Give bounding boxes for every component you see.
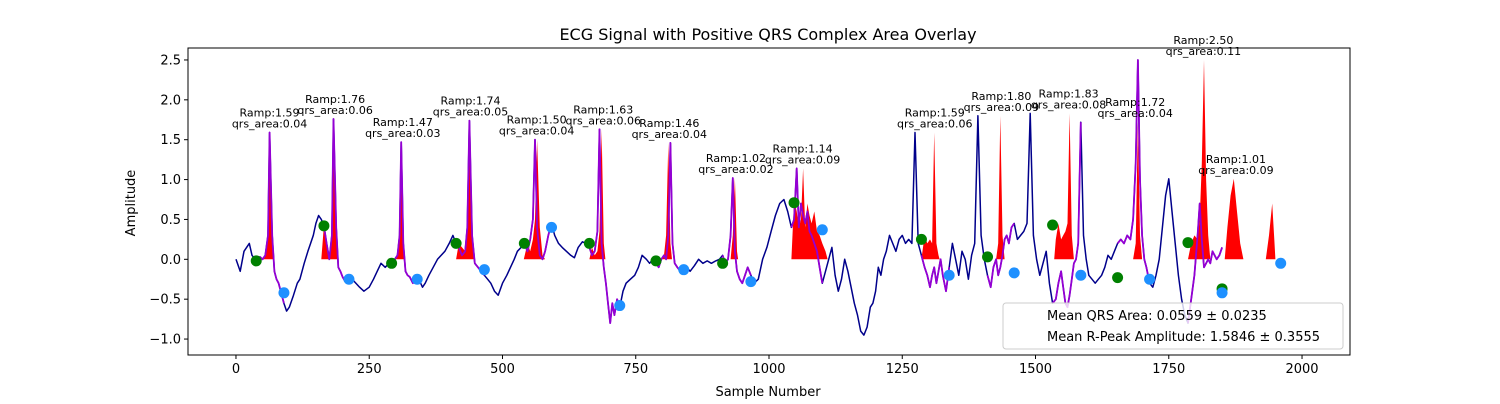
qrs-onset-marker-8 xyxy=(789,197,800,208)
x-tick-label: 750 xyxy=(623,362,648,377)
qrs-onset-marker-13 xyxy=(1182,237,1193,248)
legend: Mean QRS Area: 0.0559 ± 0.0235 Mean R-Pe… xyxy=(1003,303,1343,349)
x-axis-label: Sample Number xyxy=(715,385,821,400)
x-tick-label: 1000 xyxy=(752,362,785,377)
legend-entry-r-peak: Mean R-Peak Amplitude: 1.5846 ± 0.3555 xyxy=(1047,330,1320,345)
qrs-offset-marker-12 xyxy=(1144,274,1155,285)
qrs-area-label: qrs_area:0.06 xyxy=(565,114,640,127)
qrs-offset-marker-11 xyxy=(1075,270,1086,281)
x-tick-label: 1500 xyxy=(1019,362,1052,377)
chart-title: ECG Signal with Positive QRS Complex Are… xyxy=(559,25,976,44)
qrs-offset-marker-4 xyxy=(546,222,557,233)
qrs-onset-marker-3 xyxy=(451,238,462,249)
qrs-onset-marker-6 xyxy=(650,255,661,266)
qrs-onset-marker-12 xyxy=(1112,272,1123,283)
qrs-segment-12 xyxy=(1118,60,1150,283)
y-tick-label: 0.0 xyxy=(160,253,181,268)
qrs-area-label: qrs_area:0.06 xyxy=(297,104,372,117)
qrs-onset-marker-0 xyxy=(251,255,262,266)
qrs-offset-marker-6 xyxy=(678,264,689,275)
y-tick-label: 2.0 xyxy=(160,93,181,108)
qrs-offset-marker-7 xyxy=(745,276,756,287)
qrs-onset-marker-2 xyxy=(386,258,397,269)
qrs-area-label: qrs_area:0.09 xyxy=(1198,164,1273,177)
qrs-area-label: qrs_area:0.09 xyxy=(765,153,840,166)
qrs-area-11 xyxy=(1054,113,1074,259)
qrs-offset-marker-8 xyxy=(817,224,828,235)
qrs-onset-marker-10 xyxy=(982,251,993,262)
qrs-area-15 xyxy=(1266,204,1276,260)
y-tick-label: 2.5 xyxy=(160,53,181,68)
x-tick-label: 1750 xyxy=(1152,362,1185,377)
qrs-area-label: qrs_area:0.05 xyxy=(433,106,508,119)
qrs-onset-marker-9 xyxy=(916,234,927,245)
qrs-onset-marker-11 xyxy=(1047,220,1058,231)
qrs-offset-marker-9 xyxy=(944,270,955,281)
qrs-area-label: qrs_area:0.06 xyxy=(897,118,972,131)
qrs-area-label: qrs_area:0.08 xyxy=(1031,98,1106,111)
qrs-offset-marker-2 xyxy=(412,274,423,285)
qrs-offset-marker-0 xyxy=(278,287,289,298)
qrs-area-label: qrs_area:0.02 xyxy=(698,163,773,176)
qrs-segment-7 xyxy=(723,178,751,283)
qrs-offset-marker-10 xyxy=(1009,267,1020,278)
qrs-area-label: qrs_area:0.04 xyxy=(1097,107,1172,120)
qrs-segment-11 xyxy=(1053,122,1081,307)
y-tick-label: 1.0 xyxy=(160,173,181,188)
y-tick-label: 0.5 xyxy=(160,213,181,228)
x-tick-label: 250 xyxy=(357,362,382,377)
qrs-offset-marker-14 xyxy=(1275,258,1286,269)
qrs-onset-marker-4 xyxy=(519,238,530,249)
legend-entry-qrs-area: Mean QRS Area: 0.0559 ± 0.0235 xyxy=(1047,309,1267,324)
qrs-onset-marker-1 xyxy=(318,220,329,231)
qrs-offset-marker-3 xyxy=(479,264,490,275)
plot-area: Ramp:1.59qrs_area:0.04Ramp:1.76qrs_area:… xyxy=(232,34,1286,335)
qrs-area-label: qrs_area:0.04 xyxy=(232,118,307,131)
qrs-onset-marker-5 xyxy=(584,238,595,249)
qrs-offset-marker-13 xyxy=(1217,287,1228,298)
qrs-segment-5 xyxy=(589,129,619,323)
qrs-area-label: qrs_area:0.09 xyxy=(964,101,1039,114)
x-tick-label: 500 xyxy=(490,362,515,377)
y-tick-label: −0.5 xyxy=(149,293,181,308)
qrs-area-label: qrs_area:0.04 xyxy=(499,125,574,138)
y-tick-label: 1.5 xyxy=(160,133,181,148)
y-tick-label: −1.0 xyxy=(149,333,181,348)
qrs-area-label: qrs_area:0.04 xyxy=(632,128,707,141)
x-tick-label: 2000 xyxy=(1285,362,1318,377)
y-axis-label: Amplitude xyxy=(124,170,139,237)
qrs-area-10 xyxy=(996,116,1005,259)
qrs-area-14 xyxy=(1225,179,1244,259)
qrs-area-label: qrs_area:0.03 xyxy=(365,127,440,140)
qrs-onset-marker-7 xyxy=(717,258,728,269)
qrs-offset-marker-5 xyxy=(614,300,625,311)
x-tick-label: 1250 xyxy=(886,362,919,377)
qrs-offset-marker-1 xyxy=(343,274,354,285)
qrs-area-label: qrs_area:0.11 xyxy=(1166,45,1241,58)
x-tick-label: 0 xyxy=(232,362,240,377)
